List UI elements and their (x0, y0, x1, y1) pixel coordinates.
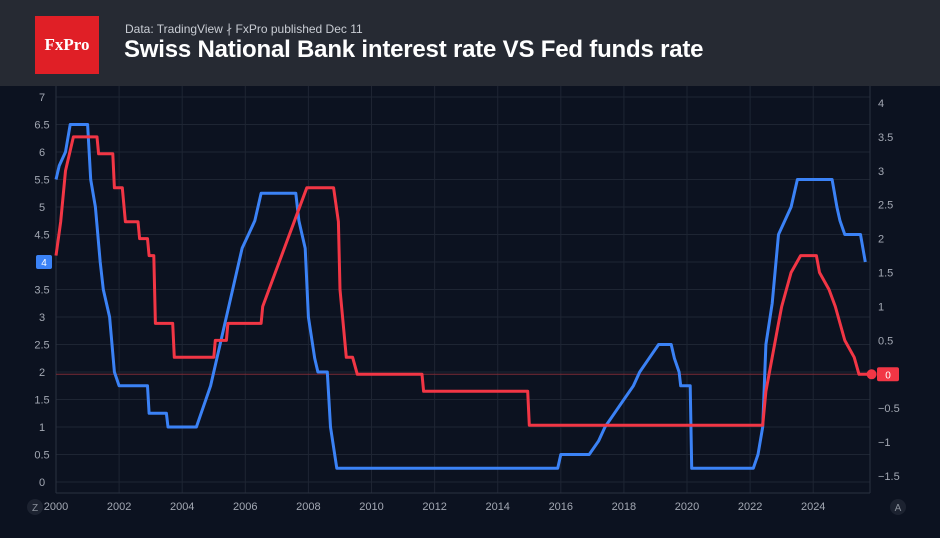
axis-footer: Z A (27, 499, 906, 515)
fed-last-value-label: 4 (41, 258, 47, 269)
right-tick-label: −1 (878, 437, 891, 449)
logo-text: FxPro (44, 35, 90, 54)
x-tick-label: 2006 (233, 501, 257, 513)
fxpro-logo: FxPro (35, 16, 99, 74)
fed-last-value-badge (36, 255, 52, 269)
rate-comparison-chart: 0 0.5 1 1.5 2 2.5 3 3.5 4 4.5 5 5.5 6 6.5 7 −1.5 −1 −0.5… (0, 86, 940, 538)
left-tick-label: 1.5 (34, 395, 49, 407)
left-tick-label: 7 (39, 92, 45, 104)
left-tick-label: 4.5 (34, 230, 49, 242)
left-tick-label: 0.5 (34, 450, 49, 462)
left-axis-settings-button[interactable] (27, 499, 43, 515)
right-tick-label: 4 (878, 98, 884, 110)
x-tick-label: 2018 (612, 501, 636, 513)
left-y-axis: 0 0.5 1 1.5 2 2.5 3 3.5 4 4.5 5 5.5 6 6.5 7 (34, 92, 49, 489)
x-tick-label: 2000 (44, 501, 68, 513)
auto-scale-label: A (895, 503, 902, 514)
snb-last-value-dot (866, 369, 877, 380)
data-source-caption: Data: TradingView ∤ FxPro published Dec … (125, 22, 363, 36)
left-tick-label: 2.5 (34, 340, 49, 352)
left-tick-label: 3 (39, 312, 45, 324)
x-tick-label: 2024 (801, 501, 825, 513)
chart-background (0, 86, 940, 538)
left-tick-label: 5 (39, 202, 45, 214)
x-axis: 2000 2002 2004 2006 2008 2010 2012 2014 2016 2018… (44, 501, 826, 513)
fed-funds-rate-line (54, 123, 867, 470)
right-tick-label: 1 (878, 301, 884, 313)
auto-scale-button[interactable] (890, 499, 906, 515)
snb-rate-line (54, 135, 872, 427)
left-tick-label: 6.5 (34, 120, 49, 132)
x-tick-label: 2022 (738, 501, 762, 513)
left-tick-label: 5.5 (34, 175, 49, 187)
x-tick-label: 2020 (675, 501, 699, 513)
left-tick-label: 3.5 (34, 285, 49, 297)
right-tick-label: 2.5 (878, 200, 893, 212)
x-tick-label: 2014 (485, 501, 509, 513)
right-tick-label: 1.5 (878, 268, 893, 280)
right-tick-label: 3.5 (878, 132, 893, 144)
chart-title: Swiss National Bank interest rate VS Fed… (124, 36, 704, 63)
right-tick-label: −0.5 (878, 403, 900, 415)
right-tick-label: 2 (878, 234, 884, 246)
left-tick-label: 2 (39, 367, 45, 379)
left-tick-label: 0 (39, 477, 45, 489)
right-tick-label: 0.5 (878, 335, 893, 347)
left-tick-label: 6 (39, 147, 45, 159)
left-axis-settings-label: Z (32, 503, 38, 514)
last-value-markers: 40 (36, 255, 899, 382)
x-tick-label: 2016 (549, 501, 573, 513)
x-tick-label: 2010 (359, 501, 383, 513)
right-tick-label: 3 (878, 166, 884, 178)
x-tick-label: 2004 (170, 501, 194, 513)
left-tick-label: 1 (39, 422, 45, 434)
grid-lines (0, 86, 940, 538)
snb-last-value-badge (877, 367, 899, 382)
snb-last-value-label: 0 (885, 370, 891, 381)
right-tick-label: −1.5 (878, 471, 900, 483)
chart-header: FxPro Data: TradingView ∤ FxPro publishe… (0, 0, 940, 86)
x-tick-label: 2002 (107, 501, 131, 513)
x-tick-label: 2012 (422, 501, 446, 513)
data-series (54, 123, 872, 470)
x-tick-label: 2008 (296, 501, 320, 513)
